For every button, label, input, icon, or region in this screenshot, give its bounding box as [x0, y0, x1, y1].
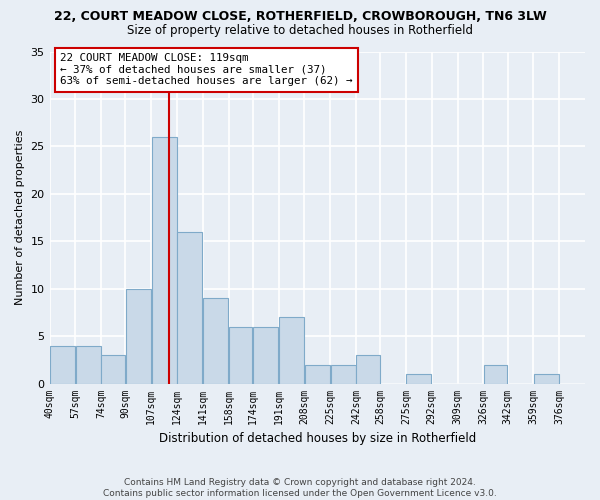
- Bar: [356, 355, 380, 384]
- Bar: [152, 137, 176, 384]
- Bar: [126, 288, 151, 384]
- Bar: [279, 317, 304, 384]
- Text: Contains HM Land Registry data © Crown copyright and database right 2024.
Contai: Contains HM Land Registry data © Crown c…: [103, 478, 497, 498]
- Bar: [203, 298, 228, 384]
- Bar: [101, 355, 125, 384]
- Bar: [305, 364, 330, 384]
- Bar: [50, 346, 75, 384]
- Bar: [406, 374, 431, 384]
- Y-axis label: Number of detached properties: Number of detached properties: [15, 130, 25, 305]
- Bar: [229, 326, 253, 384]
- Bar: [253, 326, 278, 384]
- X-axis label: Distribution of detached houses by size in Rotherfield: Distribution of detached houses by size …: [158, 432, 476, 445]
- Bar: [178, 232, 202, 384]
- Bar: [331, 364, 356, 384]
- Bar: [76, 346, 101, 384]
- Text: 22, COURT MEADOW CLOSE, ROTHERFIELD, CROWBOROUGH, TN6 3LW: 22, COURT MEADOW CLOSE, ROTHERFIELD, CRO…: [53, 10, 547, 23]
- Bar: [534, 374, 559, 384]
- Text: Size of property relative to detached houses in Rotherfield: Size of property relative to detached ho…: [127, 24, 473, 37]
- Bar: [484, 364, 507, 384]
- Text: 22 COURT MEADOW CLOSE: 119sqm
← 37% of detached houses are smaller (37)
63% of s: 22 COURT MEADOW CLOSE: 119sqm ← 37% of d…: [60, 53, 353, 86]
